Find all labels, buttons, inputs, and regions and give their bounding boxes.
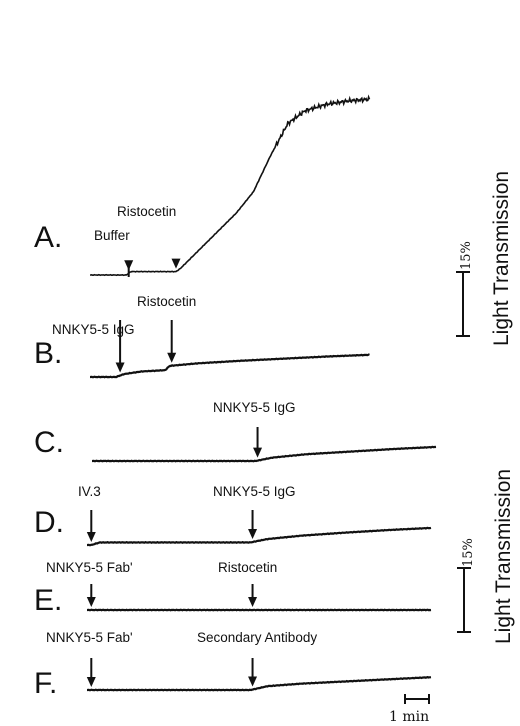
annot-d-nnky-igg: NNKY5-5 IgG — [213, 484, 296, 499]
annot-f-fab: NNKY5-5 Fab' — [46, 630, 133, 645]
arrow-f-2 — [248, 658, 258, 687]
annot-b-ristocetin: Ristocetin — [137, 294, 196, 309]
annot-c-nnky-igg: NNKY5-5 IgG — [213, 400, 296, 415]
trace-d — [86, 526, 432, 547]
panel-label-a: A. — [34, 221, 62, 254]
annot-f-secondary-antibody: Secondary Antibody — [197, 630, 317, 645]
arrow-e-1 — [86, 584, 96, 607]
trace-e — [86, 608, 432, 612]
arrow-head-c-1 — [253, 447, 263, 458]
arrow-head-d-1 — [86, 532, 96, 542]
panel-label-c: C. — [34, 426, 64, 459]
traces — [86, 94, 437, 692]
arrow-head-d-2 — [248, 529, 258, 540]
trace-b — [89, 353, 370, 379]
panel-label-e: E. — [34, 584, 62, 617]
arrow-d-2 — [248, 510, 258, 540]
arrow-head-e-1 — [86, 597, 96, 607]
arrow-f-1 — [86, 658, 96, 687]
panel-label-d: D. — [34, 506, 64, 539]
arrow-d-1 — [86, 510, 96, 542]
arrow-head-b-1 — [115, 362, 125, 373]
arrow-e-2 — [248, 584, 258, 607]
scale-value-2: 15% — [461, 538, 476, 567]
panel-label-f: F. — [34, 667, 57, 700]
arrow-b-1 — [115, 320, 125, 373]
arrow-head-f-2 — [248, 676, 258, 687]
arrow-head-e-2 — [248, 597, 258, 607]
arrow-head-a-1 — [124, 260, 134, 271]
y-axis-label-2: Light Transmission — [492, 469, 515, 644]
trace-c — [91, 445, 437, 463]
arrow-head-a-2 — [171, 258, 181, 269]
annot-e-fab: NNKY5-5 Fab' — [46, 560, 133, 575]
scale-value-1: 15% — [459, 241, 474, 270]
trace-f — [86, 676, 432, 692]
arrow-b-2 — [167, 320, 177, 363]
event-arrows — [86, 258, 263, 687]
annot-e-ristocetin: Ristocetin — [218, 560, 277, 575]
annot-b-nnky-igg: NNKY5-5 IgG — [52, 322, 135, 337]
annot-d-iv3: IV.3 — [78, 484, 101, 499]
arrow-a-1 — [124, 260, 134, 277]
annot-a-ristocetin: Ristocetin — [117, 204, 176, 219]
y-axis-label-1: Light Transmission — [490, 171, 513, 346]
arrow-c-1 — [253, 427, 263, 458]
arrow-head-f-1 — [86, 677, 96, 687]
panel-label-b: B. — [34, 337, 62, 370]
trace-a — [90, 94, 371, 277]
time-scale-label: 1 min — [389, 709, 429, 725]
arrow-head-b-2 — [167, 352, 177, 363]
arrow-a-2 — [171, 258, 181, 269]
annot-a-buffer: Buffer — [94, 228, 130, 243]
